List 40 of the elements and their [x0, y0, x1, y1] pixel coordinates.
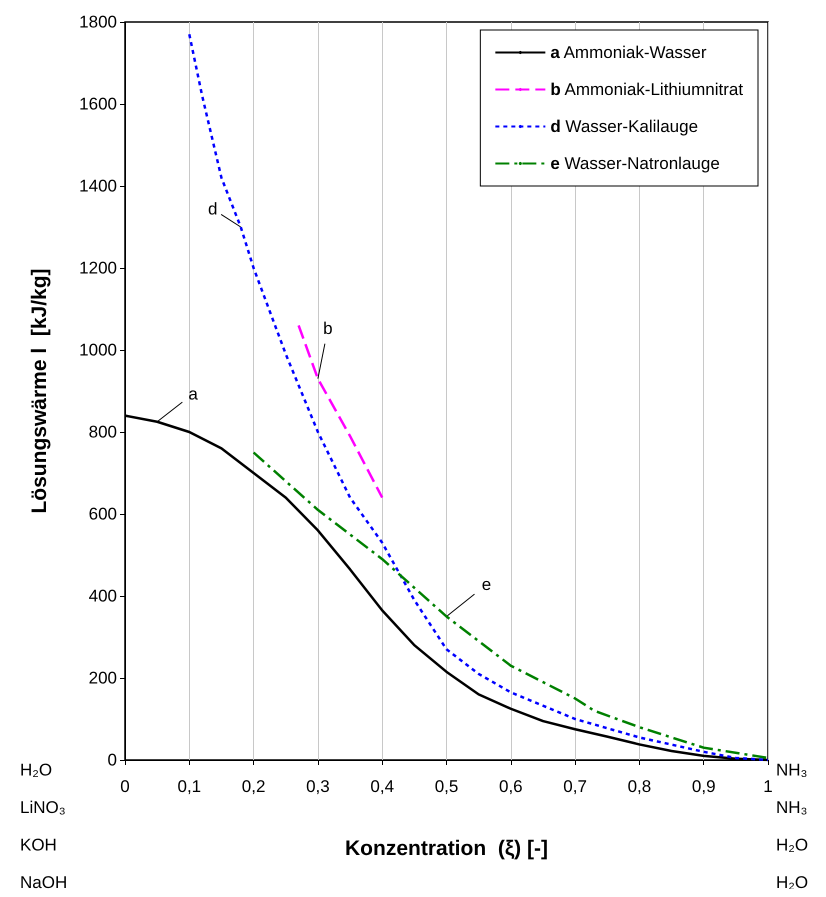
legend-label: d Wasser-Kalilauge [550, 117, 698, 136]
text: H₂O [776, 836, 808, 854]
text: NH₃ [776, 798, 808, 817]
y-tick-label: 1200 [79, 258, 117, 278]
text: KOH [20, 836, 57, 854]
y-tick-label: 600 [88, 504, 117, 524]
x-tick-label: 0,2 [242, 777, 266, 796]
line-series [252, 451, 770, 760]
annotation: b [323, 319, 333, 338]
y-tick-label: 0 [108, 750, 117, 770]
annotation: d [208, 200, 218, 218]
legend-label: a Ammoniak-Wasser [550, 43, 707, 62]
x-tick-label: 0 [120, 777, 130, 796]
x-tick-label: 0,8 [628, 777, 652, 796]
y-tick-label: 1400 [79, 176, 117, 196]
x-tick-label: 0,9 [692, 777, 716, 796]
text: H₂O [20, 760, 52, 780]
annotation: a [188, 384, 198, 404]
x-tick-label: 0,7 [563, 777, 587, 796]
y-axis-title: Lösungswärme l [kJ/kg] [28, 268, 51, 514]
y-tick-label: 200 [88, 668, 117, 688]
y-tick-label: 1000 [79, 340, 117, 360]
x-tick-label: 0,1 [177, 777, 202, 796]
x-tick-label: 0,6 [498, 777, 523, 796]
x-tick-label: 1 [763, 777, 773, 796]
text: LiNO₃ [20, 798, 66, 817]
y-tick-label: 400 [88, 586, 117, 606]
legend-label: b Ammoniak-Lithiumnitrat [550, 80, 744, 99]
legend-label: e Wasser-Natronlauge [550, 154, 720, 173]
line-series [188, 33, 770, 762]
text: NH₃ [776, 760, 808, 780]
x-tick-label: 0,4 [370, 777, 394, 796]
y-tick-label: 800 [88, 422, 117, 442]
x-axis-title: Konzentration (ξ) [-] [345, 837, 548, 860]
x-tick-label: 0,5 [434, 777, 458, 796]
annotation: e [482, 575, 492, 594]
text: NaOH [20, 873, 68, 892]
x-tick-label: 0,3 [306, 777, 330, 796]
y-tick-label: 1800 [79, 12, 117, 32]
y-tick-label: 1600 [79, 94, 117, 114]
